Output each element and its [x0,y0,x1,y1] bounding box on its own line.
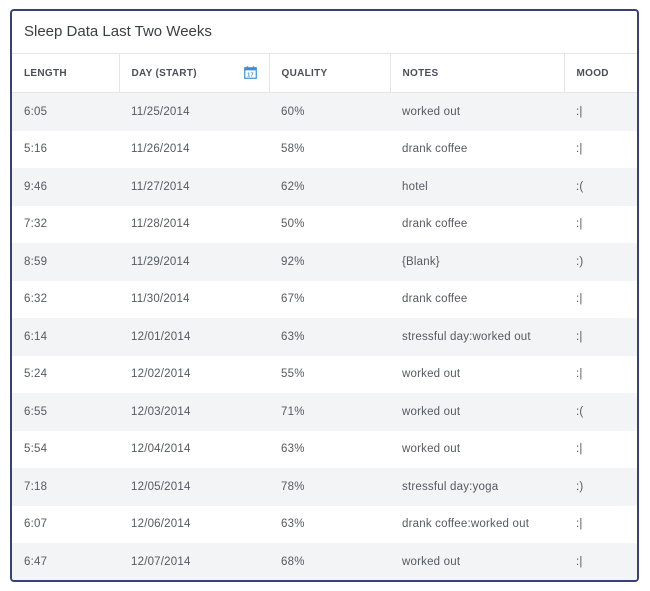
svg-text:17: 17 [247,73,254,79]
cell-mood: :) [564,243,637,281]
calendar-icon[interactable]: 17 [243,66,257,79]
cell-day: 12/01/2014 [119,318,269,356]
cell-quality: 58% [269,130,390,168]
column-header-mood[interactable]: MOOD [564,54,637,93]
cell-day: 11/30/2014 [119,280,269,318]
cell-notes: {Blank} [390,243,564,281]
column-header-length[interactable]: LENGTH [12,54,120,93]
cell-length: 5:24 [12,355,119,393]
sleep-data-panel: Sleep Data Last Two Weeks LENGTH DAY (ST… [10,9,639,582]
cell-quality: 60% [269,92,390,131]
cell-length: 5:16 [12,130,119,168]
cell-notes: worked out [390,430,564,468]
cell-mood: :| [564,355,637,393]
cell-length: 6:05 [12,92,119,131]
cell-notes: drank coffee [390,280,564,318]
table-row[interactable]: 6:32 11/30/2014 67% drank coffee :| [12,280,637,318]
column-header-mood-label: MOOD [576,67,609,79]
cell-notes: worked out [390,92,564,131]
cell-quality: 71% [269,393,390,431]
cell-length: 9:46 [12,168,119,206]
cell-mood: :| [564,318,637,356]
table-row[interactable]: 6:05 11/25/2014 60% worked out :| [12,92,637,131]
cell-length: 7:32 [12,205,119,243]
column-header-length-label: LENGTH [24,67,67,79]
cell-day: 11/25/2014 [119,92,269,131]
cell-day: 12/06/2014 [119,505,269,543]
table-row[interactable]: 6:55 12/03/2014 71% worked out :( [12,393,637,431]
column-header-notes-label: NOTES [402,67,439,79]
panel-title: Sleep Data Last Two Weeks [12,11,637,54]
table-row[interactable]: 8:59 11/29/2014 92% {Blank} :) [12,243,637,281]
cell-quality: 63% [269,505,390,543]
cell-mood: :| [564,130,637,168]
column-header-day-label: DAY (START) [131,67,197,79]
cell-day: 12/03/2014 [119,393,269,431]
cell-mood: :| [564,505,637,543]
cell-quality: 63% [269,430,390,468]
table-body: 6:05 11/25/2014 60% worked out :| 5:16 1… [12,92,637,580]
cell-length: 6:14 [12,318,119,356]
table-header-row: LENGTH DAY (START) 17 QUALITY NOTES MOOD [12,54,637,93]
cell-notes: drank coffee:worked out [390,505,564,543]
cell-quality: 68% [269,543,390,580]
cell-quality: 67% [269,280,390,318]
cell-quality: 92% [269,243,390,281]
cell-mood: :) [564,468,637,506]
cell-mood: :| [564,205,637,243]
cell-quality: 55% [269,355,390,393]
cell-quality: 50% [269,205,390,243]
cell-mood: :| [564,430,637,468]
cell-day: 11/26/2014 [119,130,269,168]
cell-length: 6:55 [12,393,119,431]
cell-notes: stressful day:worked out [390,318,564,356]
table-row[interactable]: 5:54 12/04/2014 63% worked out :| [12,430,637,468]
cell-length: 6:07 [12,505,119,543]
cell-notes: drank coffee [390,205,564,243]
table-row[interactable]: 7:32 11/28/2014 50% drank coffee :| [12,205,637,243]
table-row[interactable]: 5:16 11/26/2014 58% drank coffee :| [12,130,637,168]
column-header-day[interactable]: DAY (START) 17 [119,54,270,93]
cell-notes: worked out [390,393,564,431]
table-row[interactable]: 6:14 12/01/2014 63% stressful day:worked… [12,318,637,356]
cell-mood: :| [564,543,637,580]
cell-length: 6:47 [12,543,119,580]
cell-quality: 62% [269,168,390,206]
cell-day: 11/27/2014 [119,168,269,206]
cell-quality: 63% [269,318,390,356]
cell-day: 12/04/2014 [119,430,269,468]
cell-day: 11/28/2014 [119,205,269,243]
cell-day: 11/29/2014 [119,243,269,281]
table-row[interactable]: 9:46 11/27/2014 62% hotel :( [12,168,637,206]
cell-length: 6:32 [12,280,119,318]
column-header-notes[interactable]: NOTES [390,54,565,93]
cell-length: 5:54 [12,430,119,468]
cell-notes: stressful day:yoga [390,468,564,506]
cell-day: 12/07/2014 [119,543,269,580]
cell-mood: :| [564,92,637,131]
cell-length: 8:59 [12,243,119,281]
cell-notes: worked out [390,355,564,393]
table-row[interactable]: 7:18 12/05/2014 78% stressful day:yoga :… [12,468,637,506]
table-row[interactable]: 6:47 12/07/2014 68% worked out :| [12,543,637,580]
column-header-quality[interactable]: QUALITY [269,54,391,93]
sleep-data-table: LENGTH DAY (START) 17 QUALITY NOTES MOOD [12,54,637,580]
cell-mood: :( [564,393,637,431]
cell-length: 7:18 [12,468,119,506]
cell-notes: worked out [390,543,564,580]
cell-mood: :| [564,280,637,318]
cell-mood: :( [564,168,637,206]
cell-day: 12/05/2014 [119,468,269,506]
cell-day: 12/02/2014 [119,355,269,393]
column-header-quality-label: QUALITY [281,67,328,79]
table-row[interactable]: 5:24 12/02/2014 55% worked out :| [12,355,637,393]
cell-notes: hotel [390,168,564,206]
cell-quality: 78% [269,468,390,506]
table-row[interactable]: 6:07 12/06/2014 63% drank coffee:worked … [12,505,637,543]
cell-notes: drank coffee [390,130,564,168]
